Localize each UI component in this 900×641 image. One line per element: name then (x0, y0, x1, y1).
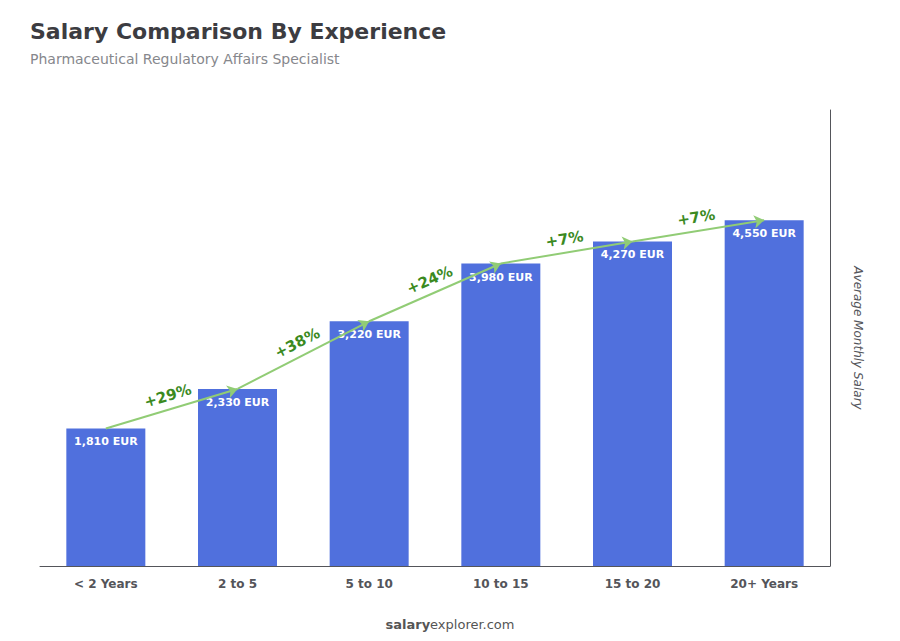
svg-text:explorer.com: explorer.com (430, 617, 514, 632)
svg-text:2 to 5: 2 to 5 (218, 577, 257, 591)
svg-text:20+ Years: 20+ Years (730, 577, 798, 591)
svg-text:salary: salary (385, 617, 430, 632)
svg-text:Pharmaceutical Regulatory Affa: Pharmaceutical Regulatory Affairs Specia… (30, 51, 340, 67)
svg-text:10 to 15: 10 to 15 (473, 577, 529, 591)
svg-text:4,270 EUR: 4,270 EUR (601, 248, 665, 261)
svg-text:< 2 Years: < 2 Years (74, 577, 138, 591)
svg-text:3,980 EUR: 3,980 EUR (469, 270, 533, 284)
svg-text:1,810 EUR: 1,810 EUR (74, 435, 138, 448)
svg-text:Salary Comparison By Experienc: Salary Comparison By Experience (30, 19, 446, 44)
svg-text:+7%: +7% (544, 227, 584, 251)
svg-text:Average Monthly Salary: Average Monthly Salary (851, 265, 865, 410)
svg-text:5 to 10: 5 to 10 (345, 577, 392, 591)
svg-text:15 to 20: 15 to 20 (605, 577, 661, 591)
svg-text:+24%: +24% (404, 262, 456, 298)
svg-text:2,330 EUR: 2,330 EUR (206, 396, 270, 409)
svg-text:3,220 EUR: 3,220 EUR (337, 328, 401, 341)
svg-text:+38%: +38% (272, 324, 323, 362)
svg-text:4,550 EUR: 4,550 EUR (732, 227, 796, 240)
svg-text:+7%: +7% (676, 206, 716, 230)
svg-text:+29%: +29% (142, 380, 194, 411)
